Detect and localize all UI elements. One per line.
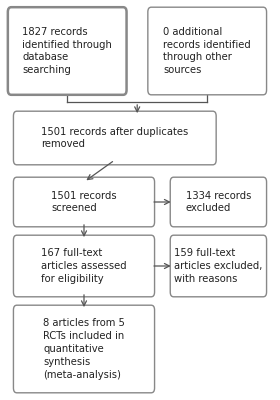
Text: 8 articles from 5
RCTs included in
quantitative
synthesis
(meta-analysis): 8 articles from 5 RCTs included in quant… bbox=[43, 318, 125, 380]
FancyBboxPatch shape bbox=[170, 177, 267, 227]
FancyBboxPatch shape bbox=[170, 235, 267, 297]
Text: 0 additional
records identified
through other
sources: 0 additional records identified through … bbox=[163, 27, 251, 75]
Text: 1334 records
excluded: 1334 records excluded bbox=[186, 190, 251, 214]
FancyBboxPatch shape bbox=[13, 305, 155, 393]
FancyBboxPatch shape bbox=[8, 7, 127, 95]
FancyBboxPatch shape bbox=[148, 7, 267, 95]
Text: 1827 records
identified through
database
searching: 1827 records identified through database… bbox=[22, 27, 112, 75]
FancyBboxPatch shape bbox=[13, 111, 216, 165]
Text: 159 full-text
articles excluded,
with reasons: 159 full-text articles excluded, with re… bbox=[174, 248, 263, 284]
Text: 167 full-text
articles assessed
for eligibility: 167 full-text articles assessed for elig… bbox=[41, 248, 127, 284]
FancyBboxPatch shape bbox=[13, 177, 155, 227]
Text: 1501 records after duplicates
removed: 1501 records after duplicates removed bbox=[41, 126, 188, 150]
Text: 1501 records
screened: 1501 records screened bbox=[51, 190, 117, 214]
FancyBboxPatch shape bbox=[13, 235, 155, 297]
